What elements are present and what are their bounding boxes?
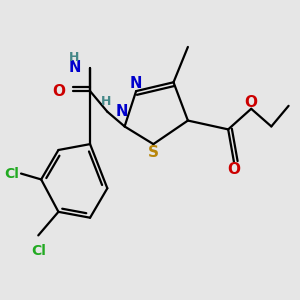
Text: Cl: Cl	[31, 244, 46, 258]
Text: O: O	[52, 84, 66, 99]
Text: S: S	[148, 146, 159, 160]
Text: H: H	[101, 95, 111, 108]
Text: H: H	[69, 51, 80, 64]
Text: O: O	[227, 162, 240, 177]
Text: N: N	[69, 60, 81, 75]
Text: O: O	[245, 95, 258, 110]
Text: N: N	[116, 104, 128, 119]
Text: N: N	[130, 76, 142, 91]
Text: Cl: Cl	[5, 167, 20, 181]
